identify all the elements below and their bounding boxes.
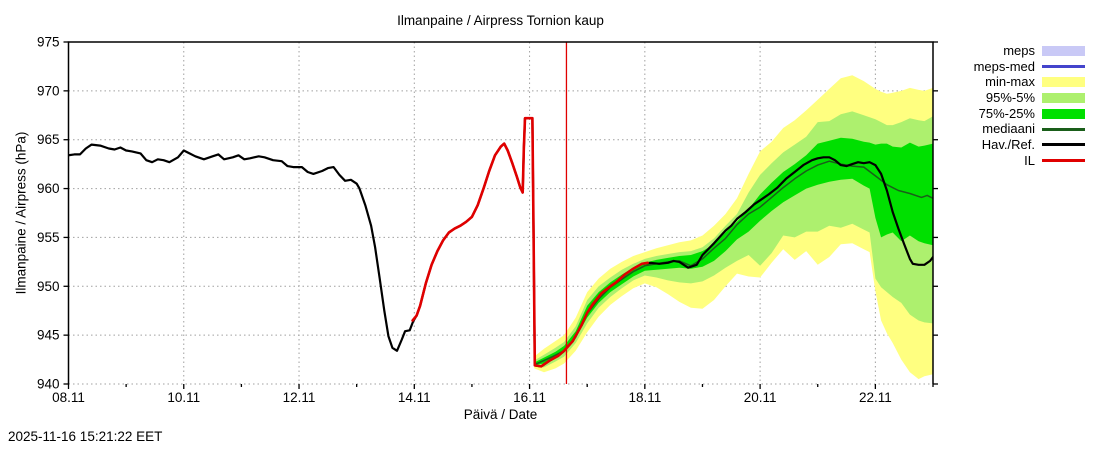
y-axis-label: Ilmanpaine / Airpress (hPa) [13,131,29,295]
legend-label: meps [1003,43,1035,58]
chart-title: Ilmanpaine / Airpress Tornion kaup [397,13,604,28]
legend-swatch-line [1042,159,1085,163]
series-lines [68,116,933,368]
legend-item-hav-ref-: Hav./Ref. [974,137,1085,153]
legend-label: Hav./Ref. [981,137,1035,153]
legend-item-mediaani: mediaani [974,121,1085,137]
legend-item-meps-med: meps-med [974,59,1085,75]
x-tick-label: 20.11 [744,390,777,405]
y-tick-label: 960 [37,181,60,196]
y-tick-label: 940 [37,377,60,392]
legend-swatch-line [1042,127,1085,131]
y-tick-label: 975 [37,35,60,50]
legend-item-95-5-: 95%-5% [974,90,1085,106]
legend-swatch-line [1042,65,1085,69]
legend-label: IL [1024,152,1035,168]
band-75-25- [534,137,933,366]
series-il [411,116,650,368]
legend-swatch-band [1042,77,1085,88]
x-axis-label: Päivä / Date [463,407,538,422]
plot-timestamp: 2025-11-16 15:21:22 EET [8,429,163,444]
y-tick-label: 950 [37,279,60,294]
x-tick-label: 18.11 [628,390,661,405]
series-mediaani [534,160,933,366]
y-tick-label: 970 [37,83,60,98]
legend-swatch-band [1042,92,1085,103]
x-tick-label: 10.11 [167,390,200,405]
legend-item-min-max: min-max [974,74,1085,90]
legend-label: min-max [985,74,1035,90]
x-tick-label: 08.11 [52,390,85,405]
legend-swatch-line [1042,143,1085,147]
x-tick-label: 16.11 [513,390,546,405]
x-tick-label: 12.11 [283,390,316,405]
axis-tick-labels: 08.11 10.11 12.11 14.11 16.11 18.11 20.11 22.11… [37,35,892,406]
legend-label: meps-med [973,58,1035,74]
forecast-bands [534,75,933,380]
y-tick-label: 945 [37,328,60,343]
legend-label: 95%-5% [985,90,1035,106]
legend-label: mediaani [982,121,1035,137]
legend-item-meps: meps [974,43,1085,59]
legend-item-il: IL [974,153,1085,169]
legend-swatch-band [1042,108,1085,119]
legend-swatch-band [1042,45,1085,56]
y-tick-label: 955 [37,230,60,245]
legend: meps meps-med min-max 95%-5% 75%-25% mediaani… [974,43,1085,169]
legend-label: 75%-25% [978,105,1035,121]
y-tick-label: 965 [37,132,60,147]
x-tick-label: 14.11 [398,390,431,405]
legend-item-75-25-: 75%-25% [974,106,1085,122]
x-tick-label: 22.11 [859,390,892,405]
axis-ticks [63,41,938,389]
plot-border [67,41,934,384]
